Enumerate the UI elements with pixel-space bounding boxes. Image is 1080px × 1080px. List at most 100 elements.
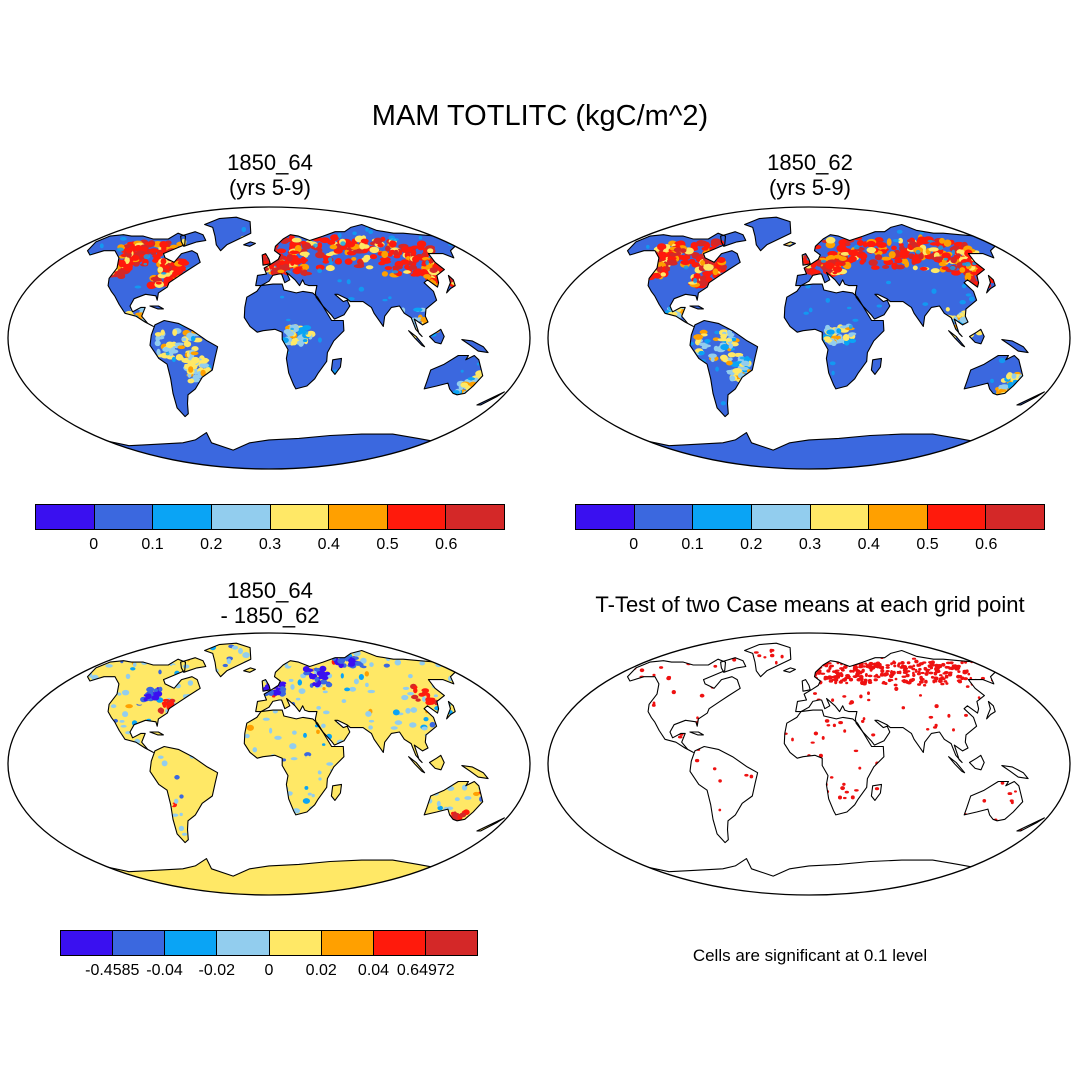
- coastline-sumatra: [948, 756, 966, 774]
- colorbar-difference-tick-label: 0.64972: [396, 962, 455, 979]
- colorbar-field-1-swatch-6: [387, 505, 447, 529]
- panel-title-line1: 1850_64: [227, 150, 313, 175]
- colorbar-field-2-tick-label: 0.3: [798, 536, 822, 553]
- colorbar-difference-swatch-4: [269, 931, 322, 955]
- figure-title: MAM TOTLITC (kgC/m^2): [371, 100, 709, 132]
- coastline-new-guinea: [461, 338, 489, 354]
- colorbar-field-1-tick-label: 0: [89, 536, 99, 553]
- coastline-greenland: [744, 216, 792, 252]
- colorbar-difference-swatch-0: [61, 931, 114, 955]
- coastline-sumatra: [408, 756, 426, 774]
- coastline-cuba: [149, 731, 164, 736]
- coastline-australia: [963, 354, 1024, 396]
- map-panel-ttest: [547, 632, 1071, 896]
- colorbar-field-1-swatch-5: [329, 505, 388, 529]
- colorbar-field-2-swatch-4: [810, 505, 870, 529]
- coastline-uk: [801, 253, 811, 266]
- colorbar-field-2-swatch-0: [576, 505, 635, 529]
- colorbar-difference-tick-label: -0.4585: [85, 962, 140, 979]
- coastline-sumatra: [948, 330, 966, 348]
- panel-title-1850-62: 1850_62 (yrs 5-9): [660, 150, 960, 200]
- colorbar-field-2-tick-label: 0.4: [857, 536, 880, 553]
- coastline-iceland: [783, 667, 796, 673]
- colorbar-difference-tick-label: -0.04: [146, 962, 183, 979]
- coastline-new-zealand: [1016, 817, 1045, 832]
- panel-title-line2: (yrs 5-9): [769, 175, 851, 200]
- panel-title-1850-64: 1850_64 (yrs 5-9): [120, 150, 420, 200]
- colorbar-difference-swatch-2: [165, 931, 218, 955]
- colorbar-difference-swatch-5: [321, 931, 374, 955]
- coastline-north-america: [86, 232, 201, 327]
- map-border: [7, 206, 531, 470]
- coastline-baffin: [720, 231, 747, 247]
- panel-title-line2: (yrs 5-9): [229, 175, 311, 200]
- colorbar-field-2-swatch-2: [693, 505, 752, 529]
- coastline-eurasia: [795, 649, 998, 764]
- coastline-cuba: [689, 731, 704, 736]
- colorbar-field-2-swatch-1: [634, 505, 694, 529]
- colorbar-difference-tick-label: 0: [264, 962, 274, 979]
- coastline-south-america: [149, 319, 219, 418]
- colorbar-field-1-tick-label: 0.1: [141, 536, 164, 553]
- colorbar-field-1-tick-label: 0.6: [435, 536, 458, 553]
- colorbar-field-2-tick-label: 0.2: [740, 536, 763, 553]
- colorbar-field-1-tick-label: 0.4: [317, 536, 340, 553]
- colorbar-field-1-tick-label: 0.2: [200, 536, 223, 553]
- coastline-madagascar: [330, 357, 343, 375]
- panel-title-line1: 1850_64: [227, 578, 313, 603]
- coastline-iceland: [243, 667, 256, 673]
- panel-title-line1: 1850_62: [767, 150, 853, 175]
- panel-title-line1: T-Test of two Case means at each grid po…: [595, 592, 1025, 617]
- coastline-africa: [243, 709, 345, 816]
- coastline-australia: [423, 354, 484, 396]
- colorbar-field-1-swatch-7: [446, 505, 504, 529]
- map-border: [547, 206, 1071, 470]
- coastline-africa: [243, 283, 345, 390]
- coastline-uk: [801, 679, 811, 692]
- coastline-japan: [986, 274, 996, 294]
- colorbar-field-1-tick-label: 0.5: [376, 536, 399, 553]
- colorbar-labels-field-1: 0 0.1 0.2 0.3 0.4 0.5 0.6: [35, 536, 505, 558]
- coastline-japan: [446, 700, 456, 720]
- coastline-baffin: [180, 657, 207, 673]
- coastline-new-guinea: [1001, 338, 1029, 354]
- map-panel-1850-64: [7, 206, 531, 470]
- colorbar-field-2-swatch-6: [927, 505, 987, 529]
- coastline-baffin: [180, 231, 207, 247]
- colorbar-field-1-swatch-1: [94, 505, 154, 529]
- coastline-new-zealand: [1016, 391, 1045, 406]
- colorbar-field-2-tick-label: 0.1: [681, 536, 704, 553]
- colorbar-labels-difference: -0.4585 -0.04 -0.02 0 0.02 0.04 0.64972: [60, 962, 478, 984]
- panel-title-ttest: T-Test of two Case means at each grid po…: [545, 592, 1075, 617]
- coastline-new-guinea: [461, 764, 489, 780]
- coastline-uk: [261, 679, 271, 692]
- coastline-madagascar: [870, 783, 883, 801]
- coastline-borneo: [968, 328, 985, 345]
- coastline-africa: [783, 709, 885, 816]
- colorbar-field-2-swatch-7: [986, 505, 1044, 529]
- coastline-south-america: [689, 745, 759, 844]
- map-panel-difference: [7, 632, 531, 896]
- colorbar-field-2-tick-label: 0: [629, 536, 639, 553]
- coastline-greenland: [204, 642, 252, 678]
- coastline-madagascar: [330, 783, 343, 801]
- colorbar-field-2-tick-label: 0.6: [975, 536, 998, 553]
- panel-title-line2: - 1850_62: [220, 603, 320, 628]
- coastlines: [626, 642, 1045, 895]
- coastline-north-america: [626, 658, 741, 753]
- coastline-north-america: [626, 232, 741, 327]
- colorbar-difference-tick-label: 0.02: [305, 962, 337, 979]
- colorbar-difference-swatch-3: [217, 931, 270, 955]
- coastline-new-zealand: [476, 817, 505, 832]
- map-panel-1850-62: [547, 206, 1071, 470]
- coastline-australia: [423, 780, 484, 822]
- map-border: [547, 632, 1071, 896]
- coastline-south-america: [689, 319, 759, 418]
- coastline-borneo: [428, 328, 445, 345]
- coastline-baffin: [720, 657, 747, 673]
- coastline-north-america: [86, 658, 201, 753]
- coastline-japan: [986, 700, 996, 720]
- coastline-japan: [446, 274, 456, 294]
- colorbar-difference-tick-label: 0.04: [357, 962, 390, 979]
- coastline-eurasia: [255, 649, 458, 764]
